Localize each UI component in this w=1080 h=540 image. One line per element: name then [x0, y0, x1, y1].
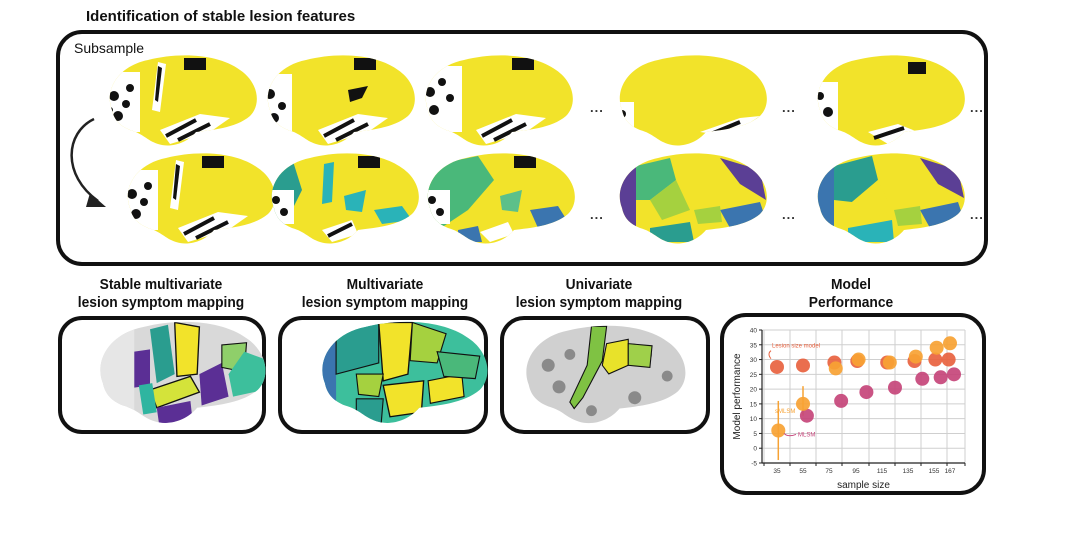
annotation-mlsm: MLSM — [798, 432, 815, 438]
brain-stable-4 — [619, 153, 767, 244]
brain-stable-mlsm — [100, 321, 266, 423]
brain-mlsm — [322, 321, 488, 423]
data-point — [933, 370, 948, 385]
brain-stable-3 — [427, 153, 575, 244]
ellipsis-bottom-3: ... — [970, 207, 984, 222]
stable-mlsm-title: Stable multivariate lesion symptom mappi… — [77, 276, 245, 311]
brain-stable-5 — [817, 153, 965, 244]
brain-subsample-5 — [817, 55, 965, 146]
data-point — [928, 352, 943, 367]
brain-ulsm — [526, 325, 686, 424]
ellipsis-top-3: ... — [970, 100, 984, 115]
y-tick-label: 30 — [750, 357, 758, 364]
ulsm-panel — [500, 316, 710, 434]
data-point — [929, 340, 944, 355]
data-point — [799, 408, 814, 423]
y-tick-label: 20 — [750, 387, 758, 394]
stable-mlsm-panel — [58, 316, 266, 434]
y-tick-label: 15 — [750, 401, 758, 408]
x-tick-label: 75 — [825, 468, 833, 475]
y-tick-label: 40 — [750, 328, 758, 335]
brain-stable-1 — [127, 153, 275, 244]
brain-subsample-2 — [267, 55, 415, 146]
data-point — [834, 393, 849, 408]
data-point — [796, 358, 810, 373]
data-point — [943, 336, 957, 351]
curved-arrow-icon — [70, 117, 106, 207]
model-performance-panel — [720, 313, 986, 495]
brain-stable-2 — [271, 153, 419, 244]
data-point — [770, 359, 784, 374]
data-point — [941, 352, 956, 367]
annotation-lesion-size: Lesion size model — [772, 344, 820, 350]
x-tick-label: 155 — [929, 468, 940, 475]
y-tick-label: 25 — [750, 372, 758, 379]
annotation-smlsm: sMLSM — [775, 409, 795, 415]
top-panel-frame — [56, 30, 988, 266]
y-tick-label: 10 — [750, 416, 758, 423]
x-tick-label: 135 — [903, 468, 914, 475]
data-point — [851, 352, 866, 367]
ellipsis-top-2: ... — [782, 100, 796, 115]
ellipsis-bottom-2: ... — [782, 207, 796, 222]
data-point — [859, 385, 874, 400]
ellipsis-bottom-1: ... — [590, 207, 604, 222]
data-point — [908, 349, 923, 364]
top-panel-title: Identification of stable lesion features — [86, 8, 356, 25]
x-axis-label: sample size — [837, 480, 890, 491]
data-point — [796, 396, 810, 411]
y-tick-label: 35 — [750, 342, 758, 349]
data-point — [882, 355, 897, 370]
y-tick-label: 0 — [753, 446, 757, 453]
y-axis-label: Model performance — [732, 353, 743, 440]
y-tick-label: -5 — [751, 461, 757, 468]
data-point — [771, 423, 786, 438]
data-point — [915, 371, 930, 386]
x-tick-label: 35 — [773, 468, 781, 475]
model-performance-title: Model Performance — [808, 276, 894, 311]
ellipsis-top-1: ... — [590, 100, 604, 115]
mlsm-title: Multivariate lesion symptom mapping — [301, 276, 469, 311]
x-tick-label: 95 — [852, 468, 860, 475]
subsample-label: Subsample — [74, 40, 145, 56]
brain-subsample-4 — [619, 55, 767, 146]
data-point — [888, 380, 902, 395]
brain-subsample-1 — [109, 55, 257, 146]
brain-subsample-3 — [425, 55, 573, 146]
x-tick-label: 167 — [945, 468, 956, 475]
x-tick-label: 115 — [877, 468, 888, 475]
model-performance-chart: -5 0 5 10 15 20 25 30 35 40 35 55 75 95 115 135 155 167 sa… — [732, 328, 966, 491]
data-point — [828, 361, 843, 376]
y-tick-label: 5 — [753, 431, 757, 438]
mlsm-panel — [278, 316, 488, 434]
x-tick-label: 55 — [799, 468, 807, 475]
ulsm-title: Univariate lesion symptom mapping — [515, 276, 683, 311]
data-point — [947, 367, 961, 382]
